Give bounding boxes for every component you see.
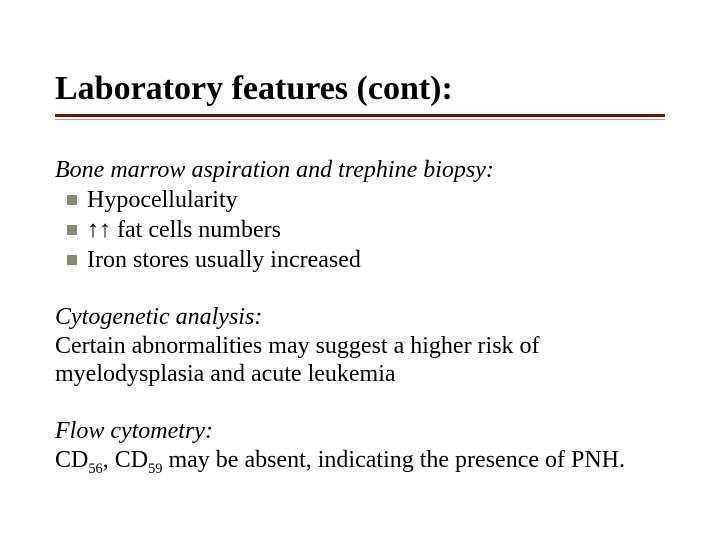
cd1-sub: 56 (88, 461, 102, 477)
section-head-flow-cytometry: Flow cytometry: (55, 417, 665, 446)
cd-sep: , (103, 447, 115, 473)
title-wrap: Laboratory features (cont): (55, 70, 665, 108)
list-item: ↑↑ fat cells numbers (67, 215, 665, 245)
list-item: Hypocellularity (67, 185, 665, 215)
cd2-sub: 59 (148, 461, 162, 477)
slide: Laboratory features (cont): Bone marrow … (0, 0, 720, 540)
section-cytogenetic: Cytogenetic analysis: Certain abnormalit… (55, 303, 665, 389)
section-bone-marrow: Bone marrow aspiration and trephine biop… (55, 156, 665, 275)
rule-top (55, 114, 665, 117)
section-head-bone-marrow: Bone marrow aspiration and trephine biop… (55, 156, 665, 185)
bullet-list: Hypocellularity ↑↑ fat cells numbers Iro… (55, 185, 665, 275)
cd1-label: CD (55, 447, 88, 473)
section-flow-cytometry: Flow cytometry: CD56, CD59 may be absent… (55, 417, 665, 475)
bullet-square-icon (67, 255, 77, 265)
slide-title: Laboratory features (cont): (55, 70, 665, 108)
section-head-cytogenetic: Cytogenetic analysis: (55, 303, 665, 332)
bullet-text: Hypocellularity (87, 185, 238, 215)
bullet-text: ↑↑ fat cells numbers (87, 215, 281, 245)
flow-cytometry-body: CD56, CD59 may be absent, indicating the… (55, 446, 665, 475)
bullet-text: Iron stores usually increased (87, 245, 361, 275)
cytogenetic-body: Certain abnormalities may suggest a high… (55, 332, 665, 390)
title-underline (55, 114, 665, 120)
flow-cytometry-tail: may be absent, indicating the presence o… (162, 447, 625, 473)
bullet-square-icon (67, 225, 77, 235)
rule-bottom (55, 119, 665, 120)
list-item: Iron stores usually increased (67, 245, 665, 275)
bullet-square-icon (67, 195, 77, 205)
cd2-label: CD (115, 447, 148, 473)
